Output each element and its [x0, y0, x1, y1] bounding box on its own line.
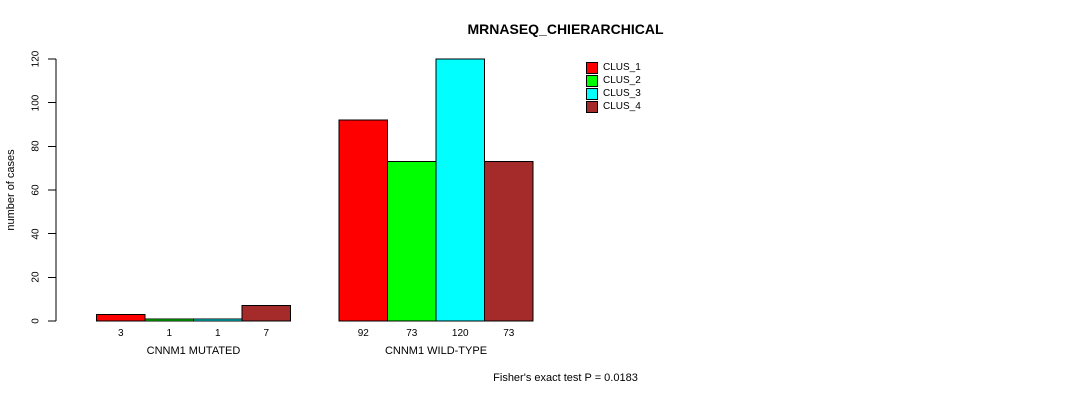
bar-value-label: 1	[214, 328, 221, 339]
bar-value-label: 73	[406, 328, 418, 339]
legend-color-swatch-clus-1	[586, 61, 598, 74]
y-tick-label: 0	[30, 318, 42, 324]
y-tick-label: 20	[30, 271, 42, 283]
bar-value-label: 120	[451, 328, 469, 339]
bar-clus-4-cnnm1-wild-type	[484, 161, 534, 322]
y-tick-label: 60	[30, 184, 42, 196]
bar-clus-3-cnnm1-mutated	[193, 318, 243, 322]
bar-value-label: 73	[503, 328, 515, 339]
bar-clus-4-cnnm1-mutated	[241, 305, 291, 322]
legend-label: CLUS_4	[603, 101, 641, 112]
legend: CLUS_1 CLUS_2 CLUS_3 CLUS_4	[586, 61, 641, 113]
y-tick-label: 80	[30, 140, 42, 152]
legend-item-clus-1: CLUS_1	[586, 61, 641, 74]
bar-value-label: 92	[357, 328, 369, 339]
bar-clus-1-cnnm1-mutated	[96, 313, 146, 322]
bar-value-label: 1	[166, 328, 173, 339]
bar-clus-3-cnnm1-wild-type	[435, 58, 485, 322]
bar-clus-1-cnnm1-wild-type	[338, 119, 388, 322]
legend-color-swatch-clus-2	[586, 74, 598, 87]
legend-label: CLUS_3	[603, 88, 641, 99]
fisher-test-annotation: Fisher's exact test P = 0.0183	[493, 372, 638, 384]
legend-label: CLUS_1	[603, 62, 641, 73]
legend-item-clus-2: CLUS_2	[586, 74, 641, 87]
y-tick-label: 120	[30, 50, 42, 68]
x-category-label-cnnm1-wild-type: CNNM1 WILD-TYPE	[384, 345, 488, 357]
y-tick-label: 40	[30, 228, 42, 240]
chart-title: MRNASEQ_CHIERARCHICAL	[467, 21, 664, 37]
legend-item-clus-3: CLUS_3	[586, 87, 641, 100]
bar-value-label: 3	[117, 328, 124, 339]
legend-color-swatch-clus-3	[586, 87, 598, 100]
legend-color-swatch-clus-4	[586, 100, 598, 113]
bar-value-label: 7	[263, 328, 270, 339]
bar-clus-2-cnnm1-wild-type	[387, 161, 437, 322]
x-category-label-cnnm1-mutated: CNNM1 MUTATED	[146, 345, 241, 357]
y-tick-label: 100	[30, 94, 42, 111]
legend-item-clus-4: CLUS_4	[586, 100, 641, 113]
legend-label: CLUS_2	[603, 75, 641, 86]
bar-clus-2-cnnm1-mutated	[144, 318, 194, 322]
